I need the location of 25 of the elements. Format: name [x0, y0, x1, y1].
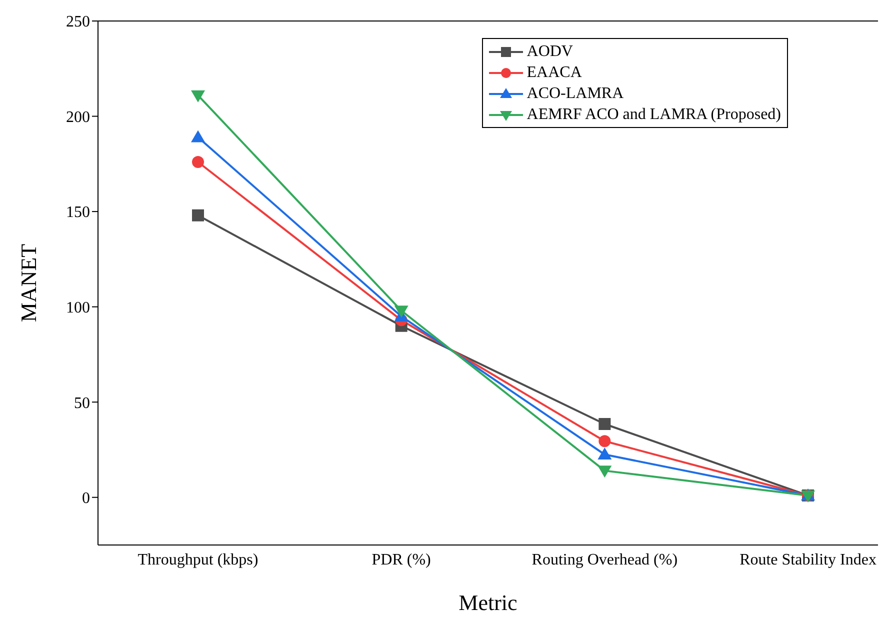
y-tick-label: 250	[66, 14, 90, 31]
x-tick-label: Routing Overhead (%)	[532, 551, 678, 568]
point	[598, 418, 611, 430]
point	[192, 156, 204, 168]
y-tick-label: 200	[66, 108, 90, 126]
y-tick-label: 0	[82, 490, 90, 508]
y-tick-label: 150	[66, 204, 90, 222]
point	[192, 209, 204, 222]
x-tick-label: Route Stability Index	[740, 551, 876, 568]
y-tick-label: 100	[66, 300, 90, 316]
y-axis-title: MANET	[16, 243, 41, 322]
point	[598, 435, 611, 448]
y-tick-label: 50	[74, 394, 90, 412]
point	[191, 130, 205, 142]
legend-label: AODV	[526, 42, 573, 60]
point	[394, 306, 408, 318]
x-axis-title: Metric	[458, 590, 518, 615]
legend-label: EAACA	[526, 64, 582, 82]
point	[191, 90, 205, 102]
x-tick-label: PDR (%)	[372, 551, 431, 568]
point	[598, 447, 612, 460]
legend-label: ACO-LAMRA	[526, 84, 624, 102]
legend-label: AEMRF ACO and LAMRA (Proposed)	[526, 106, 781, 124]
x-tick-label: Throughput (kbps)	[138, 551, 258, 568]
point	[598, 466, 612, 478]
